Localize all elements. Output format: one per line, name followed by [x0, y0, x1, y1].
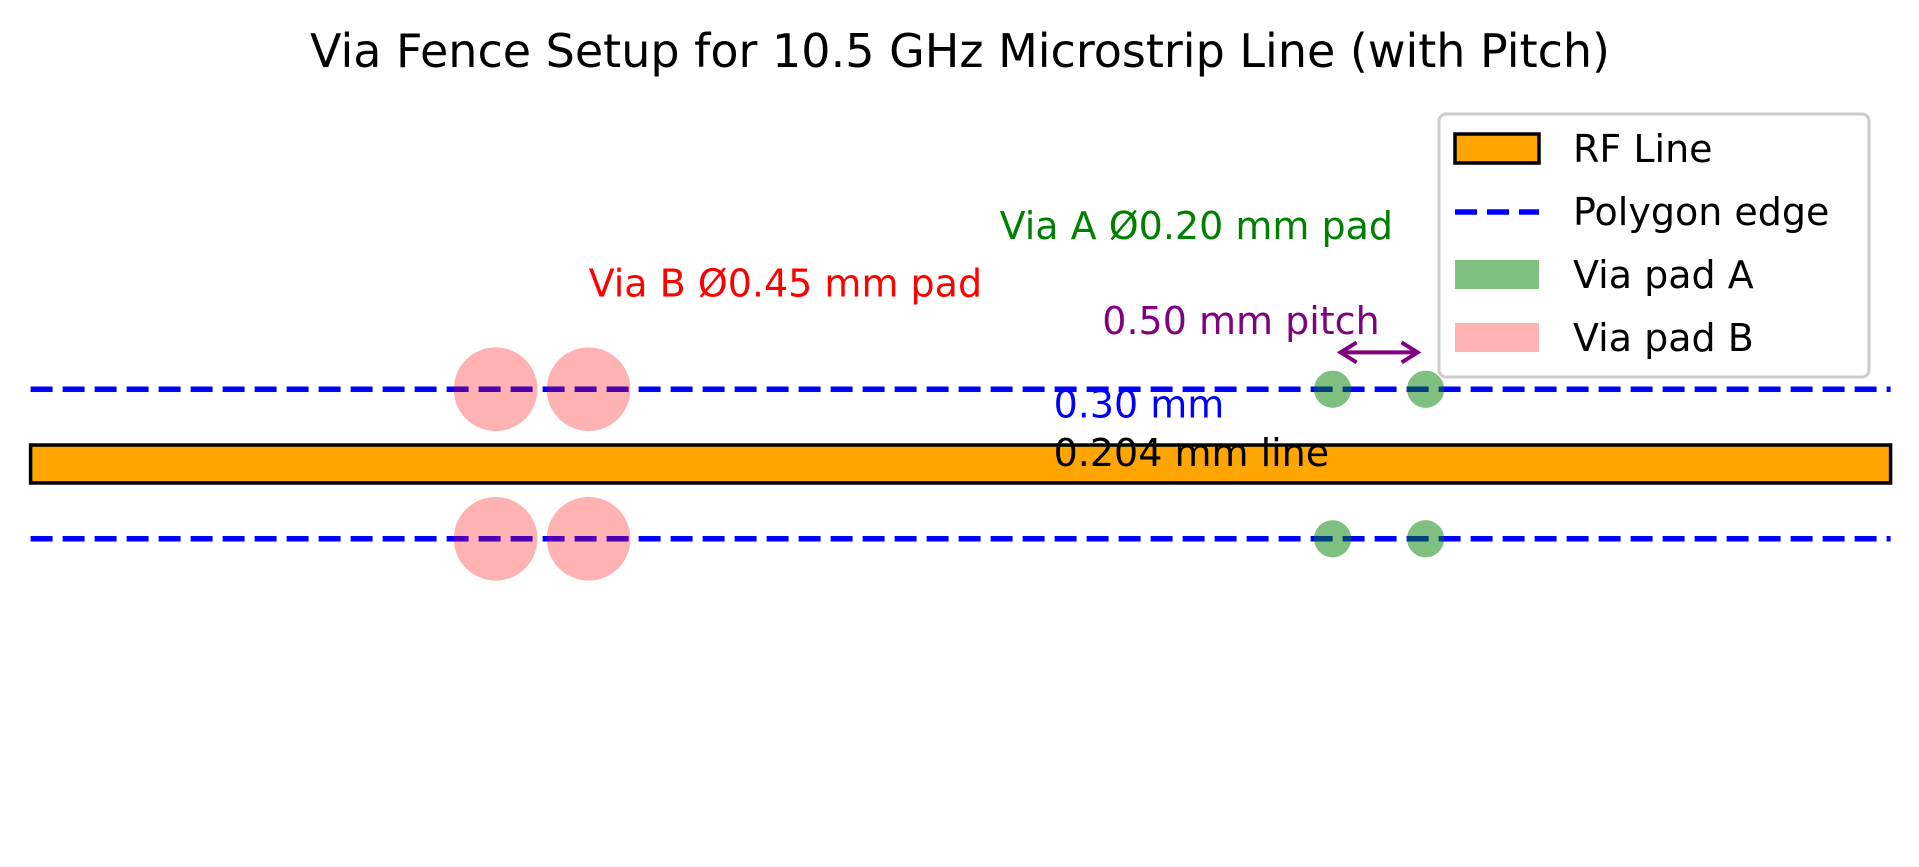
pitch-arrow-left-head — [1336, 340, 1358, 365]
legend-label-rf-line: RF Line — [1573, 127, 1713, 171]
legend: RF Line Polygon edge Via pad A Via pad B — [1437, 112, 1871, 379]
via-a-label: Via A Ø0.20 mm pad — [1000, 204, 1393, 248]
pitch-label: 0.50 mm pitch — [1102, 299, 1379, 343]
via-pad-a — [1407, 520, 1445, 558]
via-pad-a — [1314, 520, 1352, 558]
via-pad-b — [453, 347, 538, 432]
gap-label: 0.30 mm — [1054, 383, 1225, 427]
via-pad-b — [546, 496, 631, 581]
via-b-label: Via B Ø0.45 mm pad — [589, 262, 982, 306]
rf-line-trace — [28, 443, 1893, 485]
legend-label-polygon-edge: Polygon edge — [1573, 190, 1829, 234]
pitch-arrow-right-head — [1400, 340, 1422, 365]
via-pad-b — [453, 496, 538, 581]
plot-area — [28, 340, 1893, 581]
legend-label-via-pad-b: Via pad B — [1573, 316, 1754, 360]
legend-swatch-rf-line — [1453, 132, 1541, 165]
legend-label-via-pad-a: Via pad A — [1573, 253, 1754, 297]
legend-item-rf-line: RF Line — [1453, 127, 1713, 171]
legend-item-via-pad-a: Via pad A — [1455, 253, 1754, 297]
via-pad-b — [546, 347, 631, 432]
diagram-title: Via Fence Setup for 10.5 GHz Microstrip … — [310, 24, 1610, 78]
annotations: Via B Ø0.45 mm pad Via A Ø0.20 mm pad 0.… — [589, 204, 1393, 475]
legend-frame — [1437, 112, 1871, 379]
via-pad-a — [1314, 370, 1352, 408]
legend-item-via-pad-b: Via pad B — [1455, 316, 1754, 360]
legend-swatch-via-pad-a — [1455, 260, 1539, 289]
via-pad-a — [1407, 370, 1445, 408]
legend-swatch-via-pad-b — [1455, 323, 1539, 352]
line-width-label: 0.204 mm line — [1054, 431, 1330, 475]
legend-item-polygon-edge: Polygon edge — [1455, 190, 1829, 234]
